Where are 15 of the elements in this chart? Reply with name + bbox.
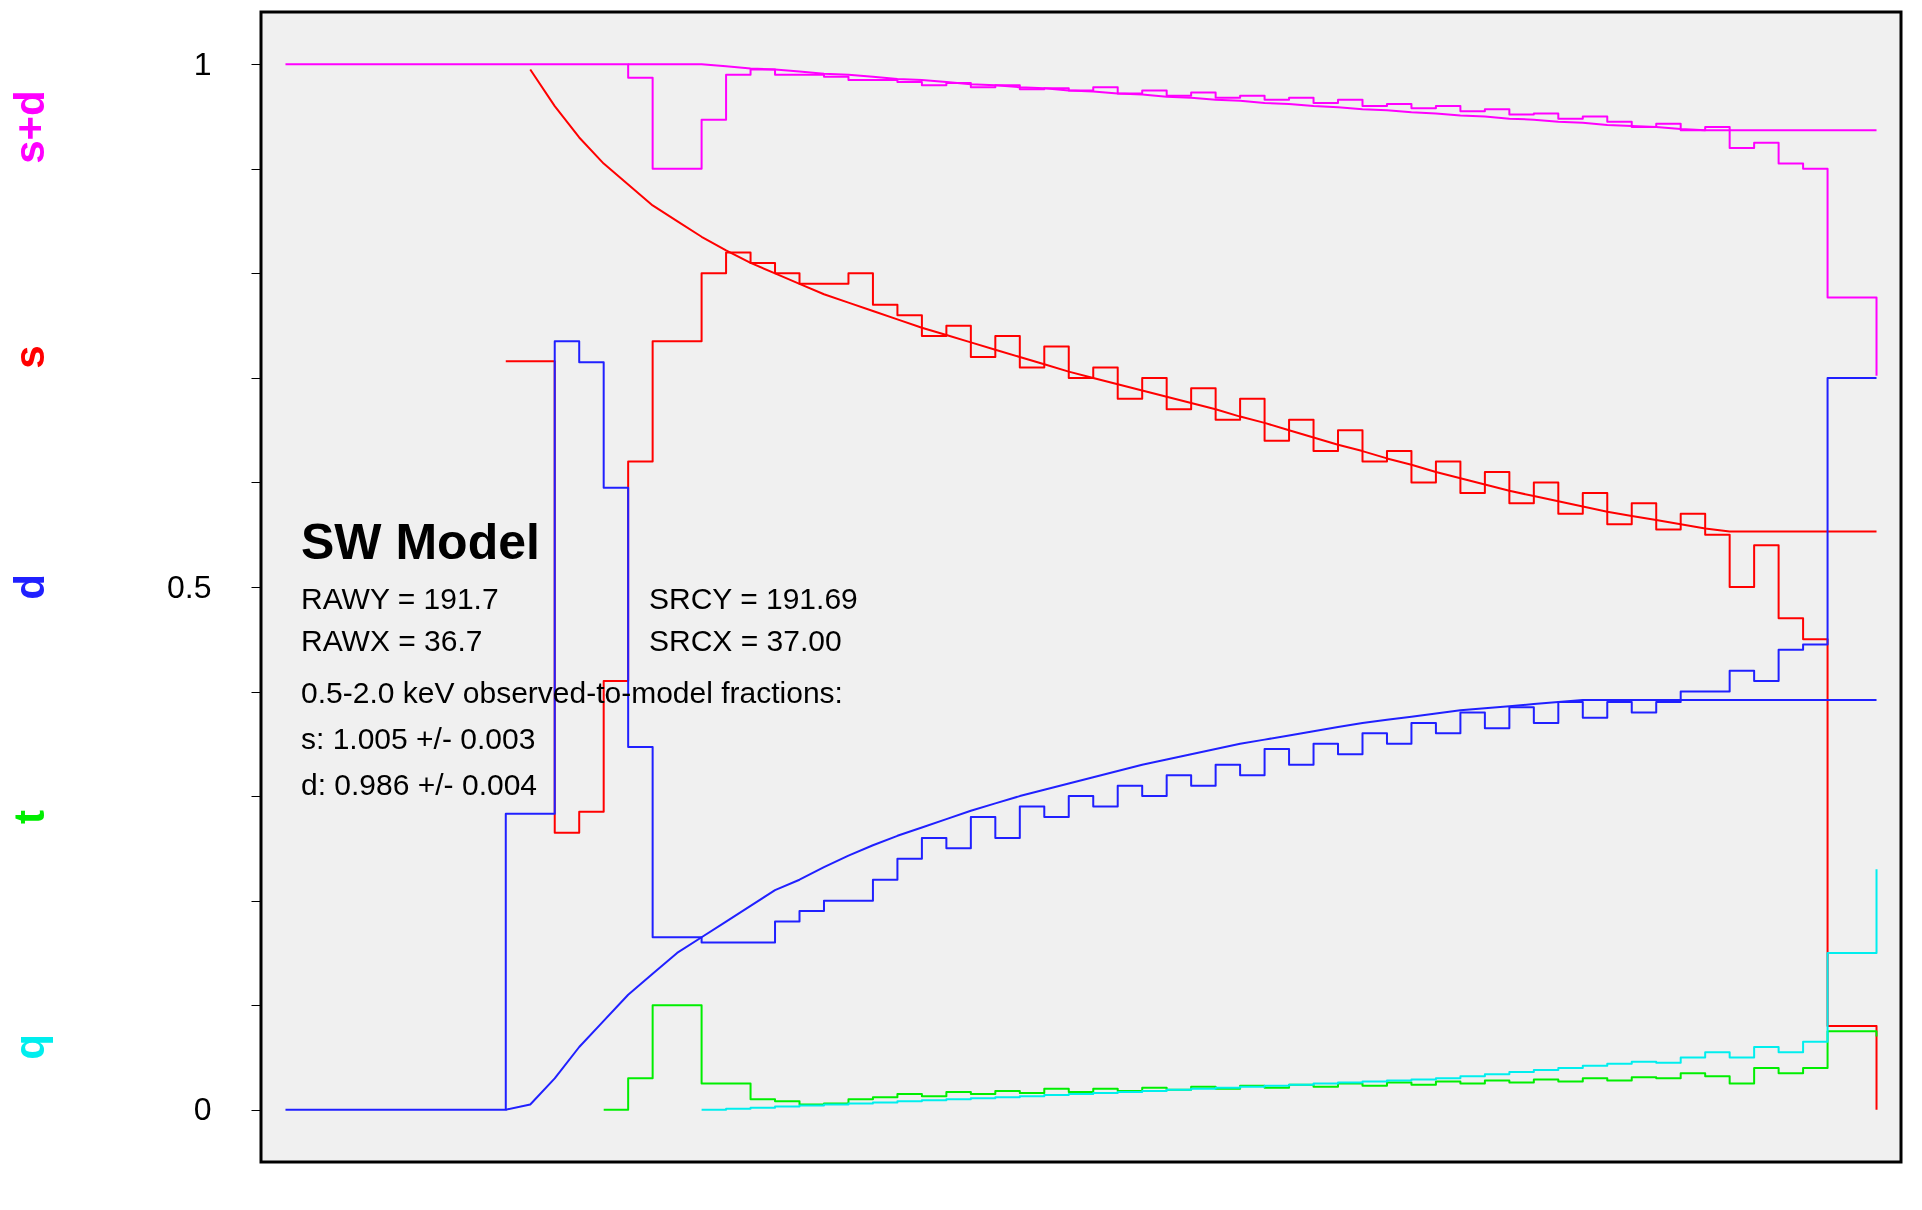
text: s [6,345,53,369]
y-tick-label: 0 [193,1091,212,1128]
annotation: SW Model [301,514,540,570]
annotation: d: 0.986 +/- 0.004 [301,768,538,801]
annotation: RAWY = 191.7 [301,582,499,615]
annotation: RAWX = 36.7 [301,624,483,657]
y-tick-label: 0.5 [167,568,212,605]
text: s+d [6,90,53,164]
y-tick-label: 1 [193,45,212,82]
text: q [6,1034,53,1060]
annotation: s: 1.005 +/- 0.003 [301,722,536,755]
text: d [6,574,53,600]
annotation: SRCY = 191.69 [649,582,858,615]
text: t [6,810,53,824]
annotation: SRCX = 37.00 [649,624,842,657]
